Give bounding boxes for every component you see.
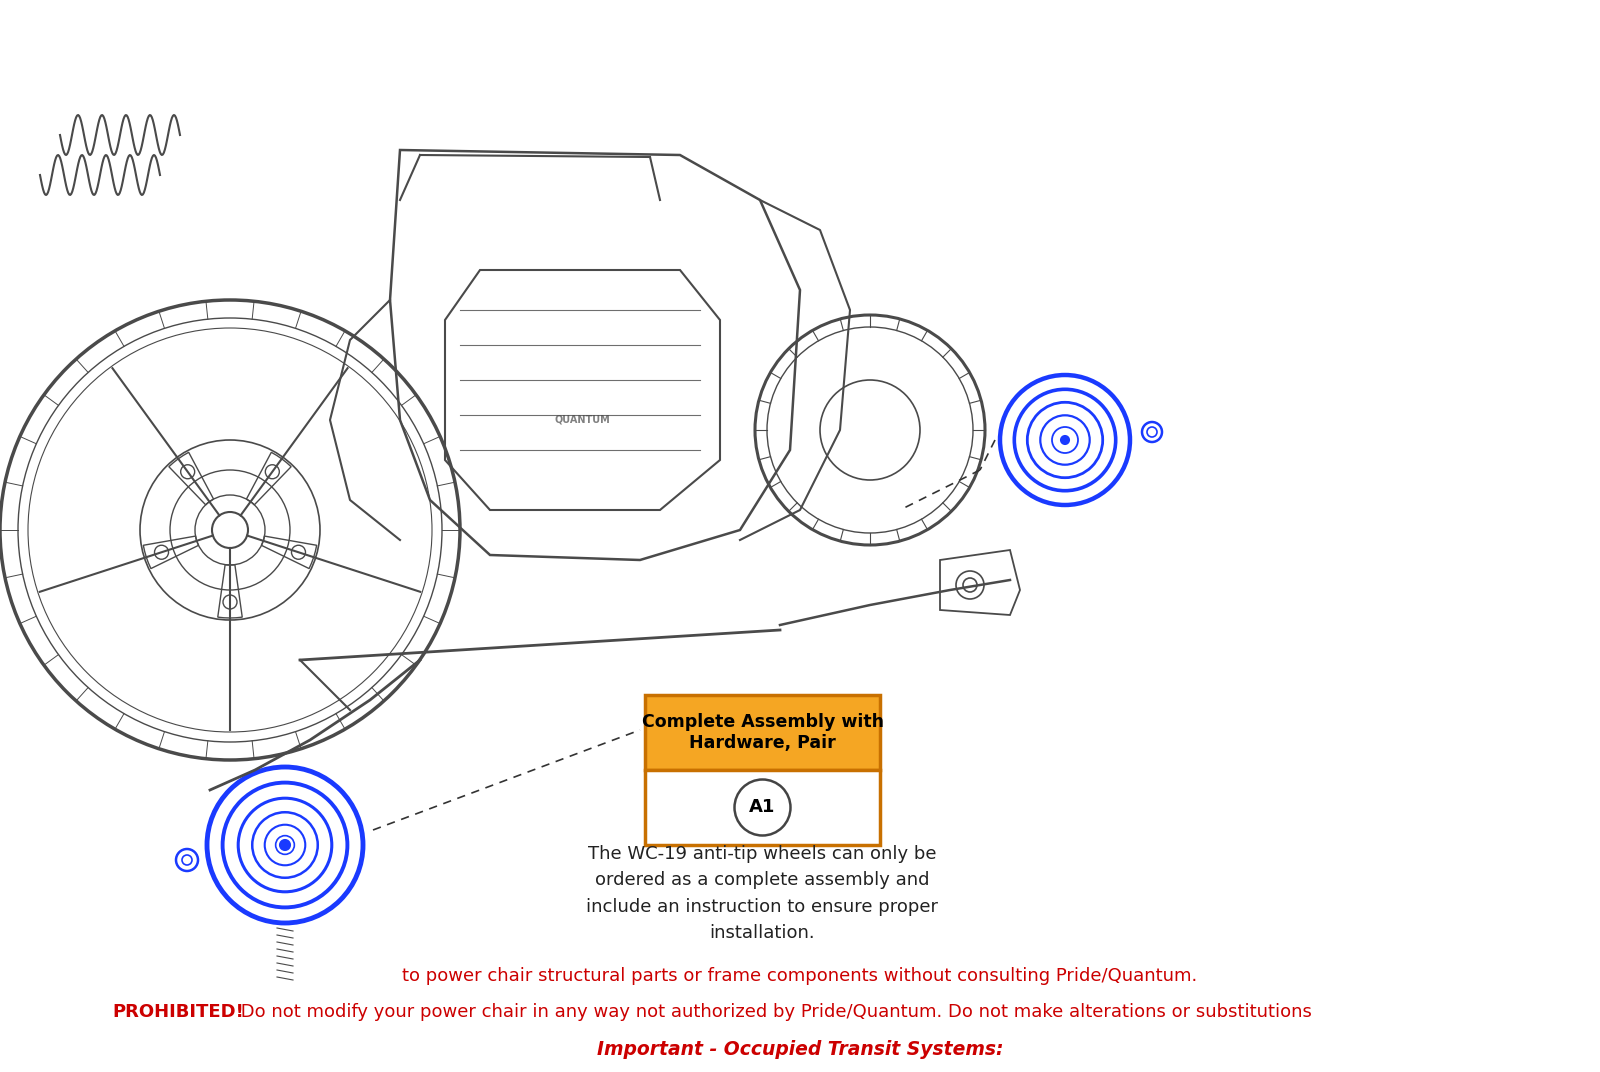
Text: to power chair structural parts or frame components without consulting Pride/Qua: to power chair structural parts or frame… — [402, 967, 1198, 985]
FancyBboxPatch shape — [645, 770, 880, 845]
Text: Important - Occupied Transit Systems:: Important - Occupied Transit Systems: — [597, 1040, 1003, 1059]
Text: PROHIBITED!: PROHIBITED! — [112, 1003, 243, 1022]
Text: The WC-19 anti-tip wheels can only be
ordered as a complete assembly and
include: The WC-19 anti-tip wheels can only be or… — [586, 845, 938, 942]
Text: Do not modify your power chair in any way not authorized by Pride/Quantum. Do no: Do not modify your power chair in any wa… — [235, 1003, 1312, 1022]
Text: A1: A1 — [749, 799, 776, 817]
Text: QUANTUM: QUANTUM — [554, 415, 610, 425]
Text: Complete Assembly with
Hardware, Pair: Complete Assembly with Hardware, Pair — [642, 713, 883, 751]
Circle shape — [280, 840, 290, 850]
Circle shape — [1061, 436, 1069, 444]
FancyBboxPatch shape — [645, 695, 880, 770]
